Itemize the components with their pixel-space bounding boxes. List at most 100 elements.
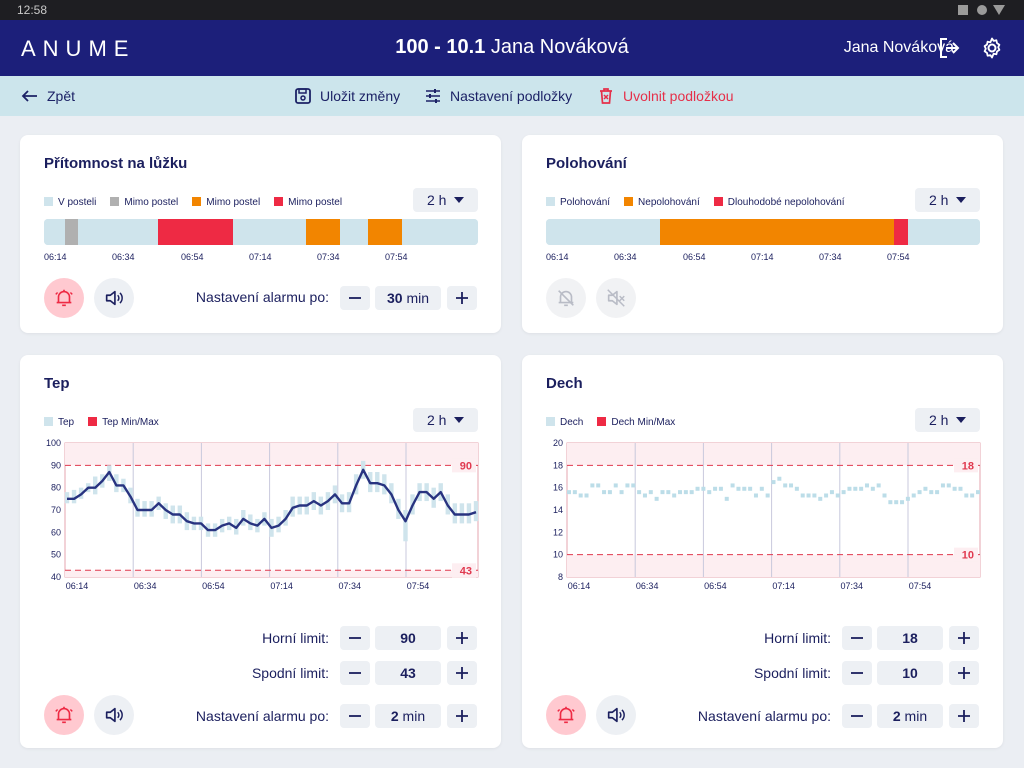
alarm-delay-unit: min <box>402 290 430 306</box>
x-tick-label: 06:54 <box>704 581 727 591</box>
alarm-off-icon <box>558 290 574 307</box>
positioning-range-dropdown[interactable]: 2 h <box>915 188 980 212</box>
legend-label: Mimo postel <box>206 197 261 208</box>
limit-label: 43 <box>460 565 472 577</box>
upper-limit-zone <box>65 443 478 466</box>
alarm-delay-value[interactable]: 2 min <box>877 704 943 728</box>
alarm-toggle-button[interactable] <box>546 278 586 318</box>
lower-limit-increase-button[interactable] <box>447 661 477 685</box>
breath-point <box>718 486 723 491</box>
alarm-delay-label: Nastavení alarmu po: <box>195 289 329 305</box>
alarm-delay-unit: min <box>398 708 426 724</box>
speaker-icon <box>607 707 625 723</box>
alarm-bell-icon <box>55 289 73 307</box>
lower-limit-value[interactable]: 43 <box>375 661 441 685</box>
back-button[interactable]: Zpět <box>21 76 75 116</box>
legend-label: Nepolohování <box>638 197 700 208</box>
time-tick: 06:34 <box>112 252 135 262</box>
upper-limit-zone <box>567 443 980 466</box>
alarm-delay-increase-button[interactable] <box>447 286 477 310</box>
legend-label: Dech <box>560 417 584 428</box>
breath-point <box>695 486 700 491</box>
sound-toggle-button[interactable] <box>94 278 134 318</box>
minmax-bar <box>71 489 77 504</box>
speaker-icon <box>105 707 123 723</box>
alarm-toggle-button[interactable] <box>44 278 84 318</box>
lower-limit-zone <box>567 554 980 577</box>
minmax-bar <box>473 501 479 522</box>
limit-label: 10 <box>962 550 974 562</box>
lower-limit-label: Spodní limit: <box>753 665 831 681</box>
range-value: 2 h <box>929 192 949 208</box>
bed-number: 100 - 10.1 <box>395 36 486 58</box>
alarm-delay-decrease-button[interactable] <box>340 286 370 310</box>
timeline-segment <box>659 219 894 245</box>
breath-point <box>567 490 571 495</box>
y-tick-label: 16 <box>553 483 563 493</box>
breath-point <box>578 493 583 498</box>
breath-point <box>806 493 811 498</box>
alarm-delay-number: 2 <box>892 708 901 724</box>
breath-point <box>672 493 677 498</box>
alarm-delay-increase-button[interactable] <box>949 704 979 728</box>
upper-limit-increase-button[interactable] <box>447 626 477 650</box>
breath-point <box>707 490 712 495</box>
sound-toggle-button[interactable] <box>596 695 636 735</box>
alarm-bell-icon <box>557 706 575 724</box>
alarm-toggle-button[interactable] <box>546 695 586 735</box>
breath-point <box>666 490 671 495</box>
chevron-down-icon <box>956 417 966 423</box>
patient-name: Jana Nováková <box>485 36 629 58</box>
signal-icon <box>993 5 1005 15</box>
heart-rate-range-dropdown[interactable]: 2 h <box>413 408 478 432</box>
upper-limit-increase-button[interactable] <box>949 626 979 650</box>
upper-limit-value[interactable]: 90 <box>375 626 441 650</box>
x-tick-label: 06:14 <box>568 581 591 591</box>
timeline-segment <box>546 219 660 245</box>
alarm-delay-decrease-button[interactable] <box>842 704 872 728</box>
plus-icon <box>958 632 970 644</box>
legend-item: V posteli <box>44 197 96 208</box>
chevron-down-icon <box>956 197 966 203</box>
y-tick-label: 100 <box>46 438 61 448</box>
lower-limit-decrease-button[interactable] <box>842 661 872 685</box>
minus-icon <box>349 637 361 639</box>
lower-limit-increase-button[interactable] <box>949 661 979 685</box>
lower-limit-value[interactable]: 10 <box>877 661 943 685</box>
alarm-toggle-button[interactable] <box>44 695 84 735</box>
timeline-segment <box>305 219 341 245</box>
legend-item: Dlouhodobé nepolohování <box>713 197 845 208</box>
breathing-range-dropdown[interactable]: 2 h <box>915 408 980 432</box>
chevron-down-icon <box>454 417 464 423</box>
sound-toggle-button[interactable] <box>94 695 134 735</box>
minmax-bar <box>403 510 408 542</box>
presence-range-dropdown[interactable]: 2 h <box>413 188 478 212</box>
sound-toggle-button[interactable] <box>596 278 636 318</box>
breath-point <box>660 490 665 495</box>
recent-apps-icon <box>958 5 968 15</box>
save-changes-button[interactable]: Uložit změny <box>294 76 400 116</box>
settings-gear-icon[interactable] <box>980 36 1004 60</box>
lower-limit-zone <box>65 570 478 577</box>
upper-limit-decrease-button[interactable] <box>842 626 872 650</box>
x-tick-label: 06:14 <box>66 581 89 591</box>
time-tick: 06:14 <box>546 252 569 262</box>
upper-limit-label: Horní limit: <box>764 630 831 646</box>
speaker-muted-icon <box>607 289 625 307</box>
limit-label: 18 <box>962 460 974 472</box>
breath-point <box>859 486 864 491</box>
plus-icon <box>958 667 970 679</box>
alarm-delay-increase-button[interactable] <box>447 704 477 728</box>
limit-label: 90 <box>460 460 472 472</box>
alarm-delay-value[interactable]: 2 min <box>375 704 441 728</box>
alarm-delay-decrease-button[interactable] <box>340 704 370 728</box>
upper-limit-value[interactable]: 18 <box>877 626 943 650</box>
pad-settings-button[interactable]: Nastavení podložky <box>424 76 572 116</box>
lower-limit-decrease-button[interactable] <box>340 661 370 685</box>
upper-limit-decrease-button[interactable] <box>340 626 370 650</box>
alarm-delay-value[interactable]: 30 min <box>375 286 441 310</box>
release-pad-button[interactable]: Uvolnit podložkou <box>597 76 734 116</box>
logout-icon[interactable] <box>937 36 961 60</box>
sliders-icon <box>426 89 440 103</box>
timeline-segment <box>78 219 158 245</box>
